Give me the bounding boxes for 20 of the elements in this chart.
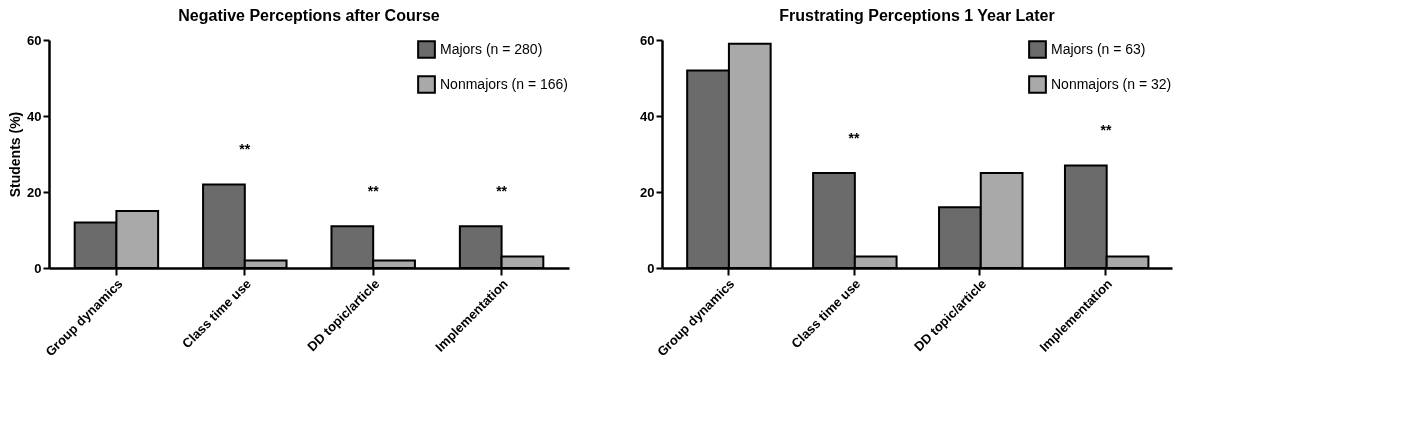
annotation: ** (848, 130, 861, 146)
chart-title: Frustrating Perceptions 1 Year Later (779, 7, 1055, 24)
legend-label: Majors (n = 280) (440, 40, 543, 57)
y-tick-label: 40 (27, 108, 42, 124)
annotation: ** (239, 141, 251, 158)
y-tick-label: 0 (34, 260, 42, 276)
annotation: ** (496, 183, 508, 200)
y-tick-label: 60 (640, 32, 655, 48)
legend-label: Nonmajors (n = 32) (1051, 75, 1172, 92)
y-tick-label: 20 (27, 184, 42, 200)
y-tick-label: 60 (27, 32, 42, 48)
annotation: ** (367, 183, 380, 200)
legend-label: Nonmajors (n = 166) (440, 75, 569, 92)
y-axis-title: Students (%) (7, 111, 24, 198)
y-tick-label: 20 (640, 184, 655, 200)
annotation: ** (1100, 122, 1112, 139)
legend-label: Majors (n = 63) (1051, 40, 1146, 57)
y-tick-label: 0 (647, 260, 655, 276)
chart-title: Negative Perceptions after Course (178, 7, 440, 24)
y-tick-label: 40 (640, 108, 655, 124)
